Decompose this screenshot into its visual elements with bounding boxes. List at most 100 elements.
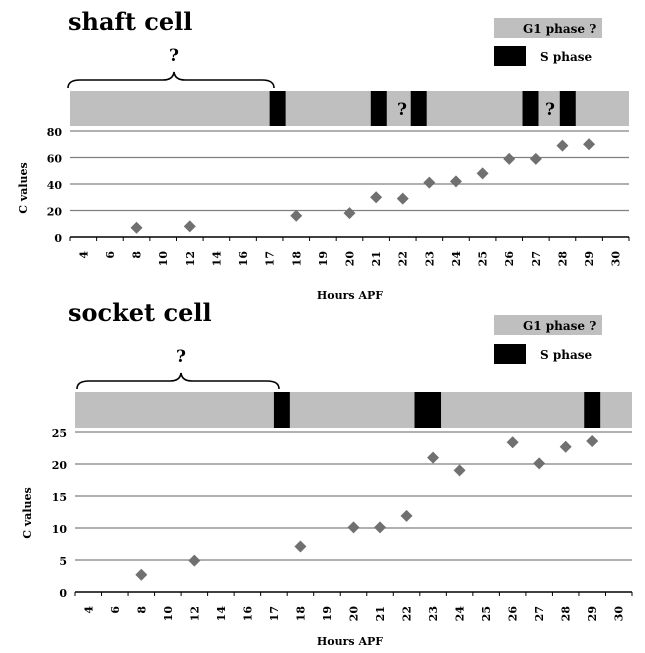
y-tick-label: 40 — [47, 179, 63, 192]
legend-g1-swatch — [494, 315, 510, 335]
gridlines — [70, 130, 629, 238]
x-tick-label: 16 — [241, 606, 254, 622]
y-tick-label: 0 — [59, 587, 67, 600]
x-tick-label: 17 — [268, 606, 281, 621]
x-tick-label: 10 — [157, 251, 170, 267]
x-tick-label: 23 — [427, 606, 440, 621]
y-tick-label: 0 — [54, 232, 62, 245]
shaft-cell-panel: shaft cell G1 phase ? S phase ? ? ? 0204… — [17, 7, 630, 302]
gridlines — [75, 431, 632, 593]
y-tick-labels: 0 20 40 60 80 — [47, 126, 63, 245]
x-tick-label: 10 — [162, 606, 175, 622]
y-tick-labels: 0 5 10 15 20 25 — [52, 427, 68, 600]
x-axis-label: Hours APF — [317, 289, 383, 302]
x-axis-label: Hours APF — [317, 635, 383, 648]
x-tick-label: 27 — [530, 251, 543, 266]
x-tick-label: 16 — [237, 251, 250, 267]
x-tick-label: 12 — [188, 606, 201, 621]
phase-question-mark: ? — [397, 100, 407, 120]
data-point — [343, 207, 356, 220]
x-tick-label: 14 — [215, 606, 228, 622]
data-point — [529, 152, 542, 165]
data-point — [130, 221, 143, 234]
data-point — [449, 175, 462, 188]
g1-phase-bar — [75, 392, 632, 428]
y-tick-label: 10 — [52, 523, 68, 536]
data-point — [396, 192, 409, 205]
data-point — [583, 138, 596, 151]
data-point — [294, 540, 307, 553]
s-phase-block — [269, 91, 286, 126]
y-tick-label: 60 — [47, 153, 63, 166]
legend-s-label: S phase — [540, 348, 592, 362]
x-tick-label: 18 — [294, 606, 307, 622]
legend-s-label: S phase — [540, 50, 592, 64]
x-tick-label: 29 — [583, 251, 596, 266]
data-point — [556, 139, 569, 152]
x-tick-label: 30 — [613, 606, 626, 622]
data-point — [183, 220, 196, 233]
x-tick-label: 28 — [556, 251, 569, 267]
data-point — [347, 521, 360, 534]
data-point — [476, 167, 489, 180]
x-tick-label: 29 — [586, 606, 599, 621]
x-tick-label: 19 — [317, 251, 330, 266]
data-point — [559, 440, 572, 453]
data-point — [506, 436, 519, 449]
x-tick-label: 25 — [477, 251, 490, 266]
x-tick-label: 19 — [321, 606, 334, 621]
x-tick-label: 20 — [348, 606, 361, 622]
legend-g1-box — [510, 18, 602, 38]
s-phase-block — [410, 91, 427, 126]
data-points — [130, 138, 596, 234]
bracket-socket: ? — [76, 347, 280, 390]
x-tick-label: 24 — [454, 606, 467, 622]
x-tick-label: 28 — [560, 606, 573, 622]
data-point — [453, 464, 466, 477]
s-phase-block — [522, 91, 539, 126]
y-tick-label: 15 — [52, 491, 67, 504]
x-tick-labels: 4 6 8 10 12 14 16 17 18 19 20 21 22 23 24 25 26 27 28 29 30 — [69, 237, 630, 267]
x-tick-label: 17 — [264, 251, 277, 266]
phase-bar-socket — [75, 392, 632, 428]
s-phase-block — [559, 91, 576, 126]
s-phase-block — [273, 392, 290, 428]
x-tick-label: 27 — [533, 606, 546, 621]
x-tick-label: 20 — [344, 251, 357, 267]
data-point — [290, 209, 303, 222]
data-point — [188, 554, 201, 567]
s-phase-block — [414, 392, 442, 428]
data-point — [533, 457, 546, 470]
data-point — [586, 434, 599, 447]
brace-shape — [67, 71, 275, 89]
x-tick-label: 26 — [503, 251, 516, 267]
data-point — [400, 509, 413, 522]
x-tick-label: 18 — [290, 251, 303, 267]
x-tick-label: 26 — [507, 606, 520, 622]
shaft-cell-title: shaft cell — [68, 7, 192, 36]
data-point — [135, 568, 148, 581]
x-tick-label: 6 — [109, 606, 122, 614]
x-tick-label: 21 — [370, 251, 383, 266]
y-tick-label: 5 — [59, 555, 67, 568]
data-point — [427, 451, 440, 464]
legend-g1-box — [510, 315, 602, 335]
data-point — [370, 191, 383, 204]
x-tick-label: 25 — [480, 606, 493, 621]
bracket-question-mark: ? — [169, 46, 179, 66]
y-tick-label: 20 — [47, 206, 63, 219]
y-tick-label: 25 — [52, 427, 67, 440]
x-tick-label: 22 — [401, 606, 414, 621]
socket-cell-title: socket cell — [68, 298, 212, 327]
bracket-question-mark: ? — [176, 347, 186, 367]
y-tick-label: 80 — [47, 126, 63, 139]
s-phase-block — [370, 91, 387, 126]
legend-g1-label: G1 phase ? — [523, 22, 596, 36]
socket-cell-panel: socket cell G1 phase ? S phase ? 0 5 10 15 2… — [21, 298, 633, 648]
x-tick-label: 23 — [423, 251, 436, 266]
x-tick-label: 21 — [374, 606, 387, 621]
y-axis-label: C values — [21, 487, 34, 538]
x-tick-label: 12 — [184, 251, 197, 266]
data-point — [374, 521, 387, 534]
